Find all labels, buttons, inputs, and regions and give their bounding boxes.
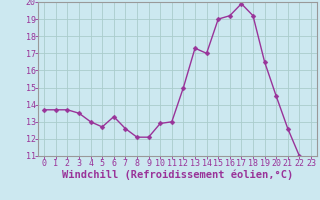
X-axis label: Windchill (Refroidissement éolien,°C): Windchill (Refroidissement éolien,°C) — [62, 169, 293, 180]
